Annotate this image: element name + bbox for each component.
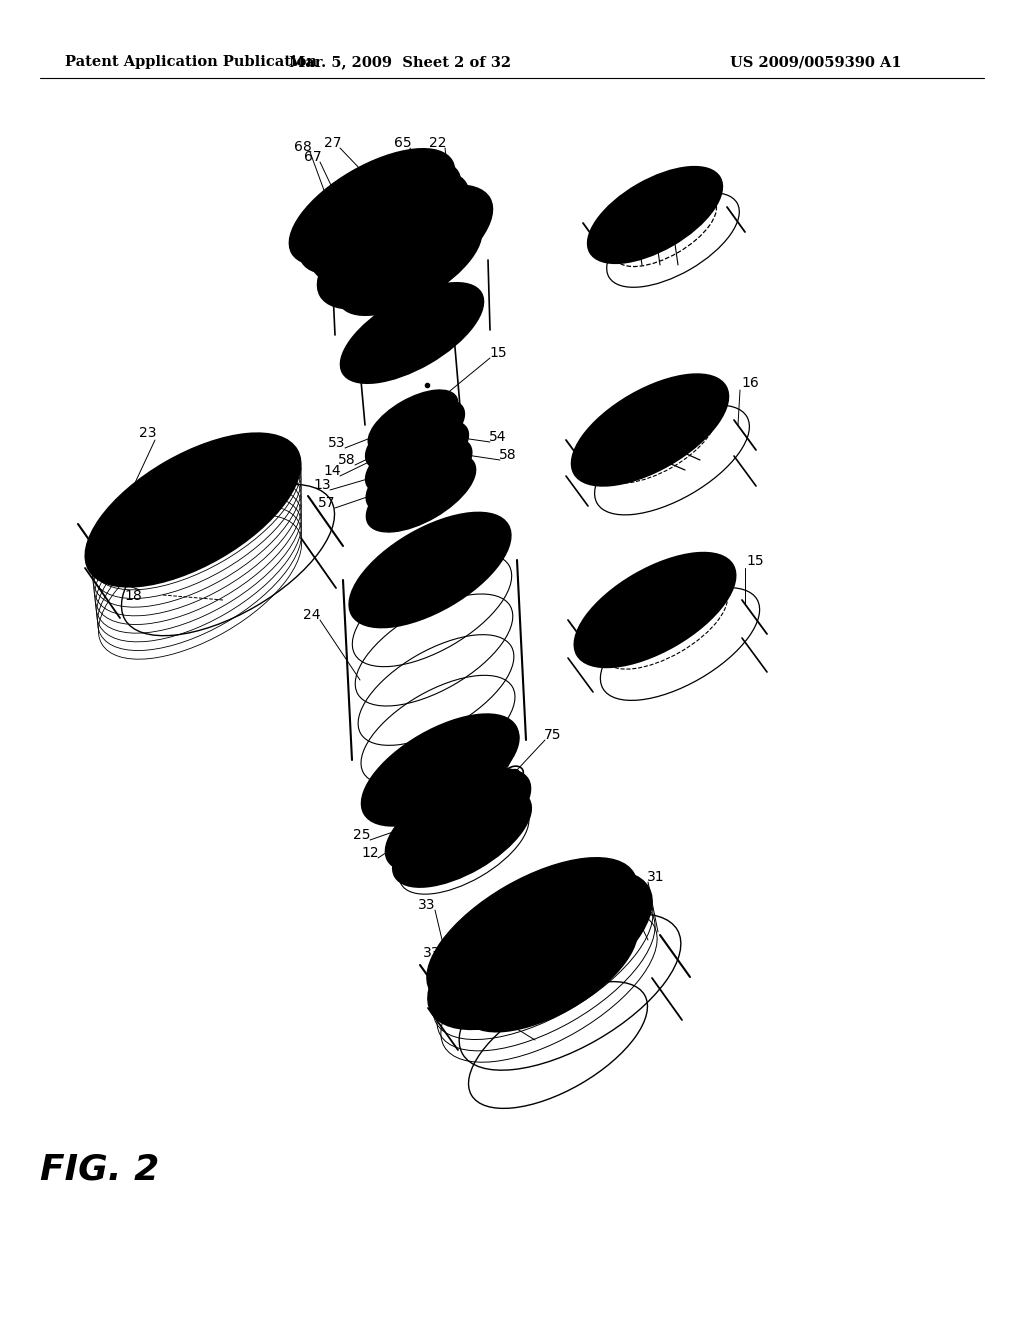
Text: 57: 57 xyxy=(318,496,336,510)
Ellipse shape xyxy=(574,553,735,668)
Text: 75: 75 xyxy=(544,729,562,742)
Text: 33: 33 xyxy=(418,898,436,912)
Ellipse shape xyxy=(85,433,300,586)
Text: 34: 34 xyxy=(628,886,645,900)
Ellipse shape xyxy=(367,437,472,512)
Ellipse shape xyxy=(366,400,464,470)
Text: 17: 17 xyxy=(701,193,719,207)
Ellipse shape xyxy=(463,908,637,1032)
Ellipse shape xyxy=(300,160,461,273)
Text: 31: 31 xyxy=(647,870,665,884)
Ellipse shape xyxy=(428,871,652,1030)
Text: 67: 67 xyxy=(304,150,322,164)
Ellipse shape xyxy=(311,172,468,282)
Text: 13: 13 xyxy=(313,478,331,492)
Text: 12: 12 xyxy=(361,846,379,861)
Text: 31a: 31a xyxy=(449,998,475,1012)
Text: Mar. 5, 2009  Sheet 2 of 32: Mar. 5, 2009 Sheet 2 of 32 xyxy=(289,55,511,69)
Ellipse shape xyxy=(349,512,511,627)
Text: 22: 22 xyxy=(429,136,446,150)
Ellipse shape xyxy=(392,789,531,887)
Text: 58: 58 xyxy=(338,453,355,467)
Text: 33: 33 xyxy=(423,946,440,960)
Ellipse shape xyxy=(588,166,722,263)
Text: 16: 16 xyxy=(741,376,759,389)
Text: 23: 23 xyxy=(139,426,157,440)
Ellipse shape xyxy=(369,389,458,454)
Ellipse shape xyxy=(371,718,519,822)
Ellipse shape xyxy=(386,768,530,871)
Ellipse shape xyxy=(322,183,474,290)
Ellipse shape xyxy=(366,421,468,494)
Ellipse shape xyxy=(427,858,637,1006)
Text: 21: 21 xyxy=(399,156,417,170)
Text: 54: 54 xyxy=(489,430,507,444)
Ellipse shape xyxy=(360,298,450,362)
Ellipse shape xyxy=(339,215,481,315)
Text: 24: 24 xyxy=(303,609,321,622)
Ellipse shape xyxy=(361,714,518,826)
Ellipse shape xyxy=(367,454,476,532)
Ellipse shape xyxy=(317,185,493,309)
Text: 18: 18 xyxy=(124,589,142,603)
Text: US 2009/0059390 A1: US 2009/0059390 A1 xyxy=(730,55,901,69)
Text: 27: 27 xyxy=(325,136,342,150)
Text: 15: 15 xyxy=(746,554,764,568)
Text: FIG. 2: FIG. 2 xyxy=(40,1152,160,1187)
Text: 14: 14 xyxy=(324,465,341,478)
Ellipse shape xyxy=(290,149,455,265)
Ellipse shape xyxy=(341,282,483,383)
Ellipse shape xyxy=(571,374,728,486)
Text: 11: 11 xyxy=(438,966,456,979)
Text: 53: 53 xyxy=(329,436,346,450)
Text: 68: 68 xyxy=(294,140,312,154)
Text: 25: 25 xyxy=(353,828,371,842)
Text: Patent Application Publication: Patent Application Publication xyxy=(65,55,317,69)
Text: 15: 15 xyxy=(489,346,507,360)
Ellipse shape xyxy=(105,454,285,581)
Text: 58: 58 xyxy=(499,447,517,462)
Text: 65: 65 xyxy=(394,136,412,150)
